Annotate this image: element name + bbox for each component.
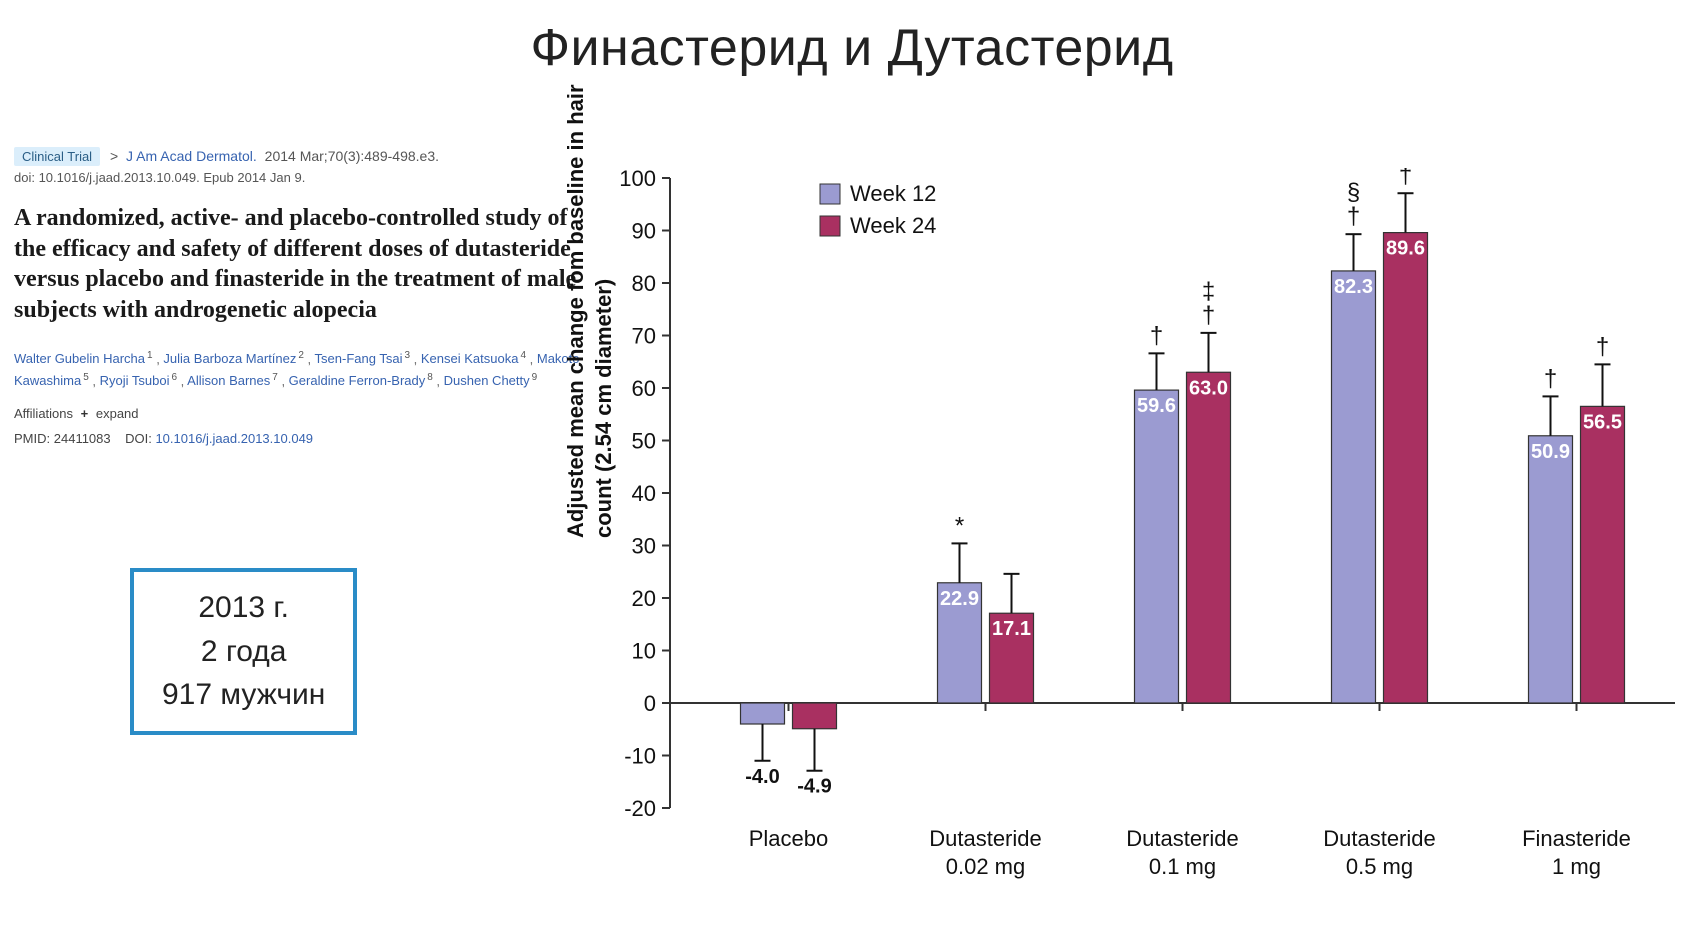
info-line-1: 2013 г. — [162, 586, 325, 630]
author-link[interactable]: Allison Barnes — [187, 373, 270, 388]
svg-text:0: 0 — [644, 691, 656, 716]
svg-text:†: † — [1150, 322, 1163, 349]
info-line-2: 2 года — [162, 630, 325, 674]
svg-text:Week 24: Week 24 — [850, 213, 936, 238]
author-aff: 9 — [532, 372, 538, 383]
journal-link[interactable]: J Am Acad Dermatol. — [126, 148, 257, 164]
svg-text:†: † — [1544, 365, 1557, 392]
paper-title: A randomized, active- and placebo-contro… — [14, 203, 594, 326]
author-aff: 2 — [298, 350, 304, 361]
svg-text:100: 100 — [619, 168, 656, 191]
y-axis-label-sub: count (2.54 cm diameter) — [591, 279, 617, 538]
author-aff: 5 — [83, 372, 89, 383]
svg-text:‡: ‡ — [1202, 278, 1215, 305]
author-aff: 6 — [171, 372, 177, 383]
author-aff: 8 — [427, 372, 433, 383]
doi-line: doi: 10.1016/j.jaad.2013.10.049. Epub 20… — [14, 170, 594, 185]
svg-text:†: † — [1399, 168, 1412, 189]
svg-text:40: 40 — [632, 481, 656, 506]
svg-text:80: 80 — [632, 271, 656, 296]
svg-text:*: * — [955, 512, 964, 539]
author-link[interactable]: Ryoji Tsuboi — [100, 373, 170, 388]
author-aff: 7 — [272, 372, 278, 383]
svg-text:59.6: 59.6 — [1137, 395, 1176, 417]
bar-chart: Adjusted mean change fom baseline in hai… — [575, 168, 1685, 908]
citation-block: Clinical Trial > J Am Acad Dermatol. 201… — [14, 148, 594, 446]
svg-text:Finasteride: Finasteride — [1522, 826, 1631, 851]
svg-text:56.5: 56.5 — [1583, 411, 1622, 433]
y-axis-label: Adjusted mean change fom baseline in hai… — [563, 84, 589, 538]
svg-text:63.0: 63.0 — [1189, 377, 1228, 399]
svg-text:-10: -10 — [624, 744, 656, 769]
doi-label: DOI: — [125, 431, 152, 446]
svg-text:Placebo: Placebo — [749, 826, 829, 851]
affiliations-label: Affiliations — [14, 406, 73, 421]
author-link[interactable]: Tsen-Fang Tsai — [315, 351, 403, 366]
author-link[interactable]: Geraldine Ferron-Brady — [289, 373, 426, 388]
pmid-value: 24411083 — [54, 431, 111, 446]
svg-text:0.1 mg: 0.1 mg — [1149, 854, 1216, 879]
svg-text:-20: -20 — [624, 796, 656, 821]
svg-text:Dutasteride: Dutasteride — [1126, 826, 1239, 851]
author-link[interactable]: Julia Barboza Martínez — [163, 351, 296, 366]
svg-text:-4.9: -4.9 — [797, 776, 831, 798]
trial-badge: Clinical Trial — [14, 147, 100, 166]
svg-text:10: 10 — [632, 639, 656, 664]
svg-text:†: † — [1347, 203, 1360, 230]
author-link[interactable]: Kensei Katsuoka — [421, 351, 519, 366]
author-aff: 1 — [147, 350, 153, 361]
svg-text:§: § — [1347, 179, 1360, 206]
author-aff: 3 — [404, 350, 410, 361]
author-list: Walter Gubelin Harcha1 , Julia Barboza M… — [14, 348, 594, 392]
study-info-box: 2013 г. 2 года 917 мужчин — [130, 568, 357, 735]
expand-icon[interactable]: + — [81, 406, 89, 421]
svg-text:22.9: 22.9 — [940, 588, 979, 610]
svg-text:1 mg: 1 mg — [1552, 854, 1601, 879]
doi-link[interactable]: 10.1016/j.jaad.2013.10.049 — [155, 431, 313, 446]
svg-text:60: 60 — [632, 376, 656, 401]
journal-ref: 2014 Mar;70(3):489-498.e3. — [265, 148, 439, 164]
svg-text:90: 90 — [632, 219, 656, 244]
chart-svg: -20 -10 0 10 20 30 40 50 60 70 80 90 100 Week 12 Week … — [575, 168, 1685, 908]
svg-text:50.9: 50.9 — [1531, 441, 1570, 463]
publication-line: Clinical Trial > J Am Acad Dermatol. 201… — [14, 148, 594, 164]
author-link[interactable]: Dushen Chetty — [444, 373, 530, 388]
svg-text:0.02 mg: 0.02 mg — [946, 854, 1026, 879]
svg-text:17.1: 17.1 — [992, 618, 1031, 640]
svg-text:†: † — [1202, 302, 1215, 329]
svg-text:30: 30 — [632, 534, 656, 559]
author-link[interactable]: Walter Gubelin Harcha — [14, 351, 145, 366]
svg-text:89.6: 89.6 — [1386, 238, 1425, 260]
page-title: Финастерид и Дутастерид — [0, 18, 1704, 78]
svg-text:†: † — [1596, 333, 1609, 360]
svg-text:-4.0: -4.0 — [745, 766, 779, 788]
svg-text:50: 50 — [632, 429, 656, 454]
pmid-row: PMID: 24411083 DOI: 10.1016/j.jaad.2013.… — [14, 431, 594, 446]
svg-text:0.5 mg: 0.5 mg — [1346, 854, 1413, 879]
author-aff: 4 — [520, 350, 526, 361]
svg-text:70: 70 — [632, 324, 656, 349]
chevron-icon: > — [110, 148, 118, 164]
svg-text:82.3: 82.3 — [1334, 276, 1373, 298]
svg-text:Week 12: Week 12 — [850, 181, 936, 206]
affiliations-row: Affiliations + expand — [14, 406, 594, 421]
svg-text:20: 20 — [632, 586, 656, 611]
svg-text:Dutasteride: Dutasteride — [1323, 826, 1436, 851]
pmid-label: PMID: — [14, 431, 50, 446]
expand-label[interactable]: expand — [96, 406, 139, 421]
content-area: Clinical Trial > J Am Acad Dermatol. 201… — [0, 88, 1704, 908]
info-line-3: 917 мужчин — [162, 673, 325, 717]
svg-text:Dutasteride: Dutasteride — [929, 826, 1042, 851]
